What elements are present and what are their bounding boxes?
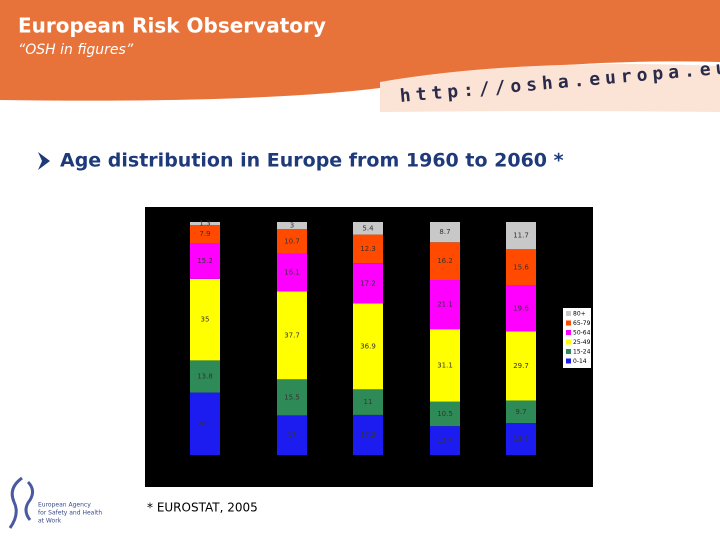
data-label: 12.4	[437, 437, 453, 445]
legend-label: 80+	[573, 311, 586, 318]
data-label: 8.7	[439, 228, 450, 236]
data-label: 5.4	[362, 224, 374, 232]
data-label: 16.1	[284, 269, 300, 277]
bar-segment	[277, 228, 307, 254]
bar-segment	[506, 423, 536, 455]
data-label: 13.7	[513, 435, 529, 443]
legend-label: 0-14	[573, 358, 587, 365]
data-label: 17.2	[360, 431, 376, 439]
bar-segment	[190, 278, 220, 361]
data-label: 21.1	[437, 301, 453, 309]
legend-swatch	[566, 330, 571, 335]
data-label: 36.9	[360, 342, 376, 350]
logo-text: at Work	[38, 518, 62, 525]
data-label: 3	[290, 221, 294, 229]
bullet-arrow	[38, 152, 50, 170]
data-label: 35	[201, 316, 210, 324]
bar-segment	[353, 389, 383, 415]
legend-label: 50-64	[573, 330, 591, 337]
header-subtitle: “OSH in figures”	[18, 42, 134, 58]
bar-segment	[506, 249, 536, 286]
data-label: 17.2	[360, 279, 376, 287]
data-label: 9.7	[515, 408, 526, 416]
bar-segment	[430, 426, 460, 455]
bar-segment	[353, 234, 383, 264]
data-label: 16.2	[437, 257, 453, 265]
legend-swatch	[566, 349, 571, 354]
legend-swatch	[566, 358, 571, 364]
bar-segment	[430, 280, 460, 330]
bar-segment	[190, 225, 220, 244]
data-label: 15.5	[284, 393, 300, 401]
logo-text: European Agency	[38, 502, 91, 509]
logo-text: for Safety and Health	[38, 510, 102, 517]
legend-swatch	[566, 320, 571, 326]
data-label: 7.9	[199, 230, 210, 238]
logo-mark	[8, 476, 35, 529]
legend-label: 25-49	[573, 339, 591, 346]
bar-segment	[430, 401, 460, 427]
bar-segment	[506, 222, 536, 250]
bar-segment	[430, 329, 460, 402]
data-label: 11	[364, 398, 373, 406]
data-label: 37.7	[284, 331, 300, 339]
bar-segment	[190, 392, 220, 455]
bar-segment	[277, 379, 307, 416]
heading: Age distribution in Europe from 1960 to …	[60, 150, 564, 172]
bar-segment	[190, 360, 220, 393]
footnote: * EUROSTAT, 2005	[147, 501, 258, 515]
data-label: 26.8	[197, 420, 213, 428]
legend-box	[563, 308, 591, 368]
bar-segment	[190, 222, 220, 226]
header-band	[0, 0, 720, 101]
bar-segment	[277, 222, 307, 229]
bar-segment	[277, 253, 307, 292]
bar-segment	[277, 415, 307, 455]
data-label: 15.6	[513, 263, 529, 271]
bar-segment	[430, 242, 460, 281]
data-label: 11.7	[513, 232, 529, 240]
bar-segment	[353, 303, 383, 390]
data-label: 15.2	[197, 257, 213, 265]
bar-segment	[353, 263, 383, 304]
bar-segment	[353, 222, 383, 235]
bar-segment	[506, 400, 536, 424]
bar-segment	[506, 331, 536, 401]
data-label: 1.3	[199, 220, 210, 228]
legend-swatch	[566, 339, 571, 345]
data-label: 19.6	[513, 304, 529, 312]
legend-swatch	[566, 311, 571, 316]
legend-label: 65-79	[573, 320, 591, 327]
bar-segment	[430, 222, 460, 243]
data-label: 17	[288, 431, 297, 439]
legend-label: 15-24	[573, 349, 591, 356]
data-label: 13.8	[197, 372, 213, 380]
data-label: 10.7	[284, 237, 300, 245]
data-label: 10.5	[437, 410, 453, 418]
header-band-light	[380, 64, 720, 112]
data-label: 12.3	[360, 245, 376, 253]
bar-segment	[190, 243, 220, 279]
data-label: 31.1	[437, 361, 453, 369]
bar-segment	[506, 285, 536, 332]
header-title: European Risk Observatory	[18, 14, 326, 38]
data-label: 29.7	[513, 362, 529, 370]
bar-segment	[277, 291, 307, 380]
bar-segment	[353, 414, 383, 455]
